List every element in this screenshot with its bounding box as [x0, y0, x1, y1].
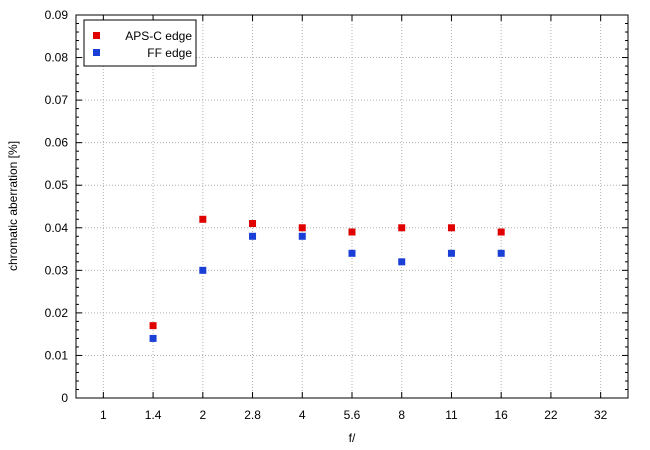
- legend-box: [83, 19, 197, 67]
- y-axis-title: chromatic aberration [%]: [6, 141, 20, 271]
- data-point: [149, 334, 157, 342]
- y-tick-label: 0.03: [45, 263, 69, 277]
- grid-layer: [76, 15, 628, 398]
- y-tick-label: 0.04: [45, 221, 69, 235]
- plot-frame: [75, 14, 629, 399]
- y-tick-label: 0.07: [45, 93, 69, 107]
- data-point: [348, 228, 356, 236]
- data-point: [249, 220, 257, 228]
- data-point: [398, 224, 406, 232]
- x-tick-label: 1: [100, 408, 107, 422]
- data-point: [249, 232, 257, 240]
- data-point: [348, 249, 356, 257]
- x-tick-label: 11: [445, 408, 458, 422]
- legend-marker: [93, 32, 100, 39]
- data-point: [497, 228, 505, 236]
- ticks-layer: 0 0.01 0.02 0.03 0.04 0.05 0.06 0.07 0.08 0.09 1 1.…: [45, 8, 628, 422]
- y-tick-label: 0.08: [45, 51, 69, 65]
- y-tick-label: 0.01: [45, 348, 69, 362]
- data-point: [199, 266, 207, 274]
- x-tick-label: 8: [398, 408, 405, 422]
- legend-label: APS-C edge: [125, 29, 192, 43]
- data-point: [298, 232, 306, 240]
- data-point: [298, 224, 306, 232]
- legend: APS-C edge FF edge: [83, 19, 197, 67]
- y-tick-label: 0.06: [45, 136, 69, 150]
- data-point: [497, 249, 505, 257]
- y-tick-label: 0.02: [45, 306, 69, 320]
- x-axis-title: f/: [349, 431, 356, 445]
- x-tick-label: 2: [199, 408, 206, 422]
- x-tick-label: 5.6: [344, 408, 361, 422]
- y-tick-label: 0.09: [45, 8, 69, 22]
- data-point: [199, 215, 207, 223]
- legend-label: FF edge: [147, 46, 192, 60]
- data-point: [447, 249, 455, 257]
- x-tick-label: 16: [495, 408, 509, 422]
- y-tick-label: 0: [61, 391, 68, 405]
- data-point: [149, 322, 157, 330]
- data-point: [447, 224, 455, 232]
- x-tick-label: 4: [299, 408, 306, 422]
- x-tick-label: 32: [594, 408, 608, 422]
- y-tick-label: 0.05: [45, 178, 69, 192]
- x-tick-label: 2.8: [244, 408, 261, 422]
- x-tick-label: 22: [544, 408, 558, 422]
- legend-marker: [93, 49, 100, 56]
- points-layer: [149, 215, 505, 342]
- data-point: [398, 258, 406, 266]
- x-tick-label: 1.4: [145, 408, 162, 422]
